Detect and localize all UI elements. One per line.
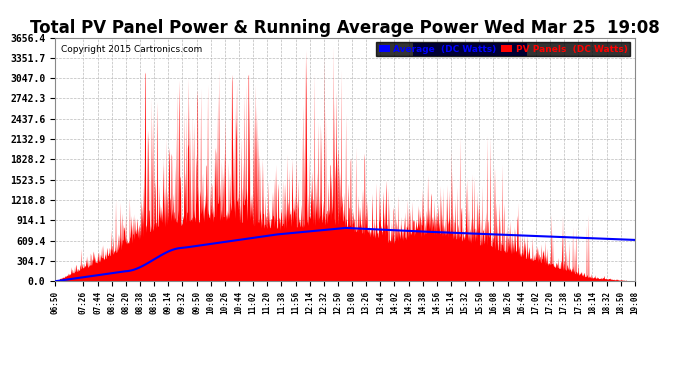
Text: Average  (DC Watts): Average (DC Watts) xyxy=(415,45,526,55)
Legend: Average  (DC Watts), PV Panels  (DC Watts): Average (DC Watts), PV Panels (DC Watts) xyxy=(376,42,630,56)
Title: Total PV Panel Power & Running Average Power Wed Mar 25  19:08: Total PV Panel Power & Running Average P… xyxy=(30,20,660,38)
Text: Copyright 2015 Cartronics.com: Copyright 2015 Cartronics.com xyxy=(61,45,202,54)
